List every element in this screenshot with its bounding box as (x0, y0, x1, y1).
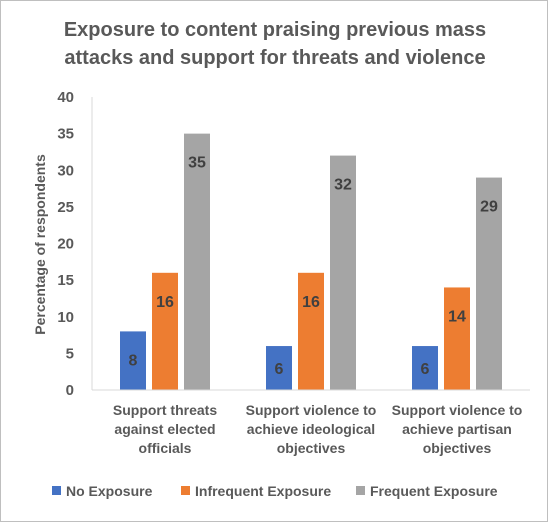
data-label: 6 (275, 361, 284, 378)
legend-label: Frequent Exposure (370, 483, 498, 499)
legend-swatch (181, 486, 190, 495)
category-label: against elected (114, 421, 215, 437)
y-tick-label: 25 (57, 199, 74, 216)
y-axis-title: Percentage of respondents (32, 154, 48, 335)
data-label: 8 (129, 352, 138, 369)
y-tick-label: 40 (57, 89, 74, 106)
category-label: objectives (423, 440, 492, 456)
data-label: 16 (156, 294, 174, 311)
chart-title-line-2: attacks and support for threats and viol… (64, 47, 486, 69)
legend-swatch (52, 486, 61, 495)
bar (266, 346, 292, 390)
y-tick-label: 15 (57, 272, 74, 289)
y-tick-label: 0 (66, 382, 74, 399)
category-label: achieve partisan (402, 421, 512, 437)
category-label: objectives (277, 440, 346, 456)
data-label: 29 (480, 199, 498, 216)
category-label: Support violence to (246, 402, 377, 418)
bar (476, 177, 502, 390)
data-label: 32 (334, 177, 352, 194)
y-tick-label: 20 (57, 236, 74, 253)
bar (412, 346, 438, 390)
bar (298, 272, 324, 390)
legend-label: Infrequent Exposure (195, 483, 331, 499)
bar (120, 331, 146, 390)
y-tick-label: 5 (66, 345, 74, 362)
y-tick-label: 10 (57, 309, 74, 326)
data-label: 35 (188, 155, 206, 172)
chart-title-line-1: Exposure to content praising previous ma… (63, 19, 487, 41)
category-label: Support threats (113, 402, 217, 418)
bar (152, 272, 178, 390)
chart-title: Exposure to content praising previous ma… (21, 16, 529, 72)
data-label: 6 (421, 361, 430, 378)
bar (184, 133, 210, 390)
category-label: Support violence to (392, 402, 523, 418)
category-label: achieve ideological (247, 421, 375, 437)
legend-label: No Exposure (66, 483, 153, 499)
y-tick-label: 35 (57, 126, 74, 143)
bar (444, 287, 470, 390)
category-label: officials (139, 440, 192, 456)
data-label: 14 (448, 308, 466, 325)
bar (330, 155, 356, 390)
y-tick-label: 30 (57, 162, 74, 179)
data-label: 16 (302, 294, 320, 311)
legend-swatch (356, 486, 365, 495)
